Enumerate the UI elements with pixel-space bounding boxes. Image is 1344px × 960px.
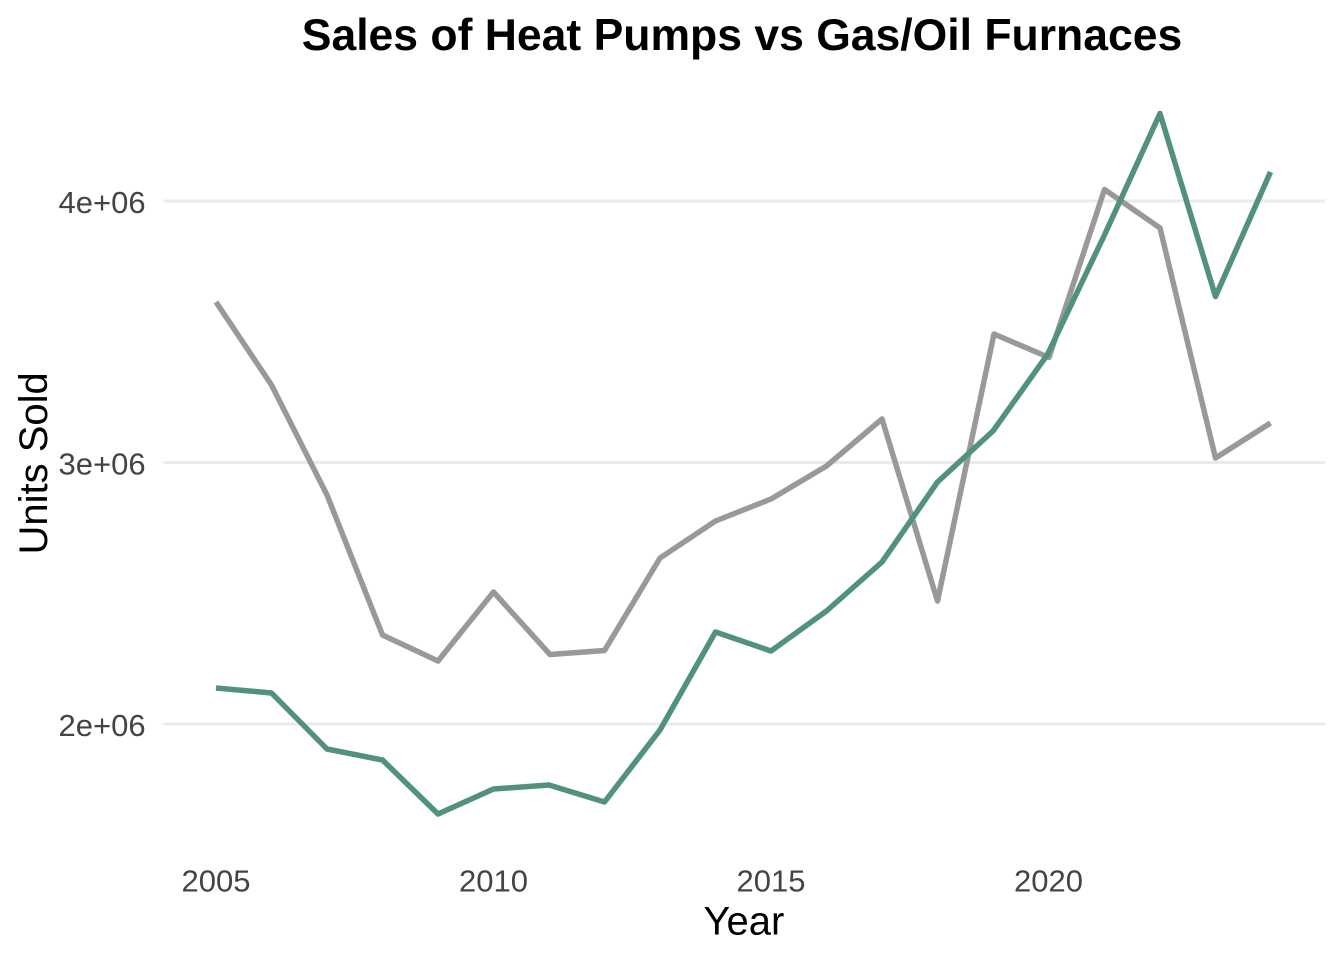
svg-text:Year: Year [703,899,784,943]
svg-text:2015: 2015 [737,864,806,899]
svg-text:2005: 2005 [182,864,251,899]
svg-text:2020: 2020 [1014,864,1083,899]
svg-text:2e+06: 2e+06 [59,708,146,743]
svg-text:3e+06: 3e+06 [59,447,146,482]
svg-text:4e+06: 4e+06 [59,185,146,220]
svg-text:2010: 2010 [459,864,528,899]
svg-text:Units Sold: Units Sold [12,372,56,554]
svg-text:Sales of Heat Pumps vs Gas/Oil: Sales of Heat Pumps vs Gas/Oil Furnaces [302,11,1182,60]
